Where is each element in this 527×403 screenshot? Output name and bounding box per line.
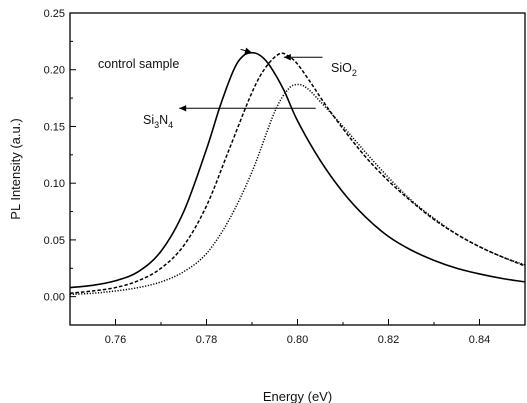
annotation-control-sample: control sample [98, 57, 179, 71]
y-tick-label: 0.25 [44, 8, 65, 20]
annotation-si3n4: Si3N4 [143, 113, 173, 130]
series-line-0 [69, 51, 526, 289]
axis-ticks: 0.76 0.78 0.80 0.82 0.84 0.00 0.05 0.10 0.15 0.20… [44, 8, 526, 346]
x-tick-label: 0.82 [378, 334, 399, 346]
series-line-2 [69, 83, 526, 296]
x-tick-label: 0.84 [469, 334, 490, 346]
x-tick-label: 0.78 [196, 334, 217, 346]
x-tick-label: 0.80 [287, 334, 308, 346]
y-tick-label: 0.05 [44, 235, 65, 247]
x-axis-title: Energy (eV) [263, 389, 332, 403]
y-tick-label: 0.10 [44, 178, 65, 190]
annotation-arrowhead-si3n4 [179, 105, 187, 112]
annotation-sio2: SiO2 [331, 61, 357, 78]
annotation-arrowhead-control [244, 47, 252, 54]
series-line-1 [69, 52, 526, 294]
y-tick-label: 0.15 [44, 121, 65, 133]
y-axis-title: PL Intensity (a.u.) [8, 118, 23, 219]
annotations: control sample SiO2 Si3N4 [98, 47, 357, 130]
y-tick-label: 0.00 [44, 292, 65, 304]
x-tick-label: 0.76 [105, 334, 126, 346]
series-layer [69, 51, 526, 296]
annotation-arrowhead-sio2 [283, 54, 291, 61]
y-tick-label: 0.20 [44, 65, 65, 77]
